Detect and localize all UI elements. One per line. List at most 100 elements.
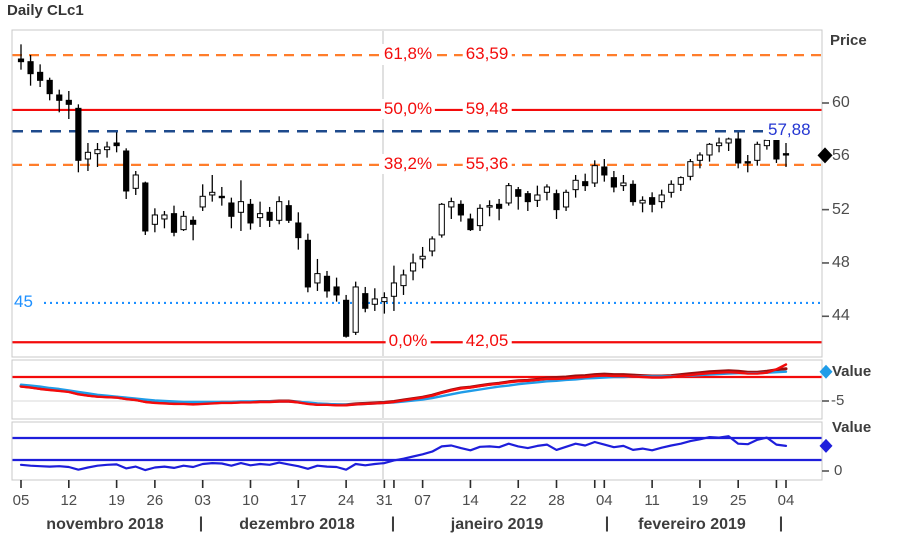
panel-border-2 bbox=[11, 421, 823, 481]
date-tick-label: 26 bbox=[146, 492, 164, 509]
date-tick-label: 22 bbox=[509, 492, 527, 509]
month-separator: | bbox=[390, 515, 396, 532]
candle-body bbox=[247, 203, 254, 224]
candle-body bbox=[352, 286, 359, 333]
date-tick-label: 07 bbox=[414, 492, 431, 509]
oscillator-red-curve bbox=[19, 363, 788, 407]
month-label: janeiro 2019 bbox=[450, 516, 544, 533]
support-price-label[interactable]: 45 bbox=[14, 292, 33, 311]
date-tick-label: 11 bbox=[644, 492, 660, 509]
fib-pct-label: 50,0% bbox=[380, 98, 436, 120]
candle-body bbox=[285, 205, 292, 221]
date-tick-label: 10 bbox=[242, 492, 259, 509]
candle-body bbox=[103, 146, 111, 151]
price-tick-label: 44 bbox=[832, 307, 850, 325]
panel-border-1 bbox=[11, 359, 823, 420]
candle-body bbox=[496, 203, 503, 209]
candle-body bbox=[46, 79, 53, 95]
indicator2-value-diamond bbox=[819, 438, 833, 453]
fib-pct-label: 0,0% bbox=[385, 331, 431, 352]
candle-body bbox=[295, 222, 302, 239]
indicator1-value-diamond bbox=[819, 364, 833, 379]
candle-body bbox=[687, 161, 694, 177]
candle-body bbox=[75, 107, 82, 161]
candle-body bbox=[448, 201, 455, 208]
candle-body bbox=[218, 195, 225, 199]
candle-body bbox=[524, 193, 531, 203]
candle-body bbox=[715, 142, 723, 147]
candle-body bbox=[151, 214, 158, 225]
candle-body bbox=[582, 181, 589, 187]
candle-body bbox=[323, 275, 331, 292]
candle-body bbox=[668, 183, 675, 193]
candle-body bbox=[553, 193, 560, 211]
candle-body bbox=[438, 203, 445, 236]
date-tick-label: 04 bbox=[777, 492, 795, 509]
price-tick-label: 56 bbox=[832, 147, 850, 165]
candle-body bbox=[706, 143, 713, 156]
candle-body bbox=[371, 298, 378, 305]
candle-body bbox=[381, 297, 388, 303]
candle-body bbox=[486, 205, 493, 208]
candle-body bbox=[620, 182, 627, 187]
price-tick-label: 48 bbox=[832, 253, 850, 271]
fib-price-label: 55,36 bbox=[462, 153, 512, 175]
candle-body bbox=[696, 154, 704, 161]
date-tick-label: 28 bbox=[548, 492, 565, 509]
candle-body bbox=[170, 213, 178, 233]
candle-body bbox=[467, 218, 474, 231]
fib-pct-label: 61,8% bbox=[380, 44, 436, 65]
candle-body bbox=[610, 177, 617, 188]
fib-price-label: 63,59 bbox=[462, 44, 512, 65]
date-tick-label: 17 bbox=[289, 492, 307, 509]
candle-body bbox=[256, 213, 264, 219]
candle-body bbox=[27, 61, 34, 75]
candle-body bbox=[314, 273, 321, 284]
candle-body bbox=[56, 94, 63, 101]
candle-body bbox=[419, 255, 426, 260]
price-tick-label: 60 bbox=[832, 94, 850, 111]
candle-body bbox=[161, 214, 168, 220]
candle-body bbox=[735, 138, 742, 164]
candle-body bbox=[190, 219, 197, 225]
date-tick-label: 14 bbox=[462, 492, 479, 509]
candle-body bbox=[304, 239, 311, 288]
candle-body bbox=[591, 165, 598, 184]
date-tick-label: 25 bbox=[729, 492, 747, 509]
candle-body bbox=[266, 211, 273, 221]
resistance-price-label[interactable]: 57,88 bbox=[766, 120, 813, 141]
candle-body bbox=[744, 161, 751, 164]
candle-body bbox=[362, 293, 369, 309]
candle-body bbox=[763, 139, 770, 147]
candle-body bbox=[228, 202, 235, 217]
price-tick-label: 52 bbox=[832, 200, 850, 218]
panel-border-0 bbox=[11, 29, 823, 358]
candle-body bbox=[132, 174, 139, 189]
candle-body bbox=[629, 183, 637, 203]
candle-body bbox=[37, 71, 44, 81]
candle-body bbox=[94, 149, 101, 155]
date-tick-label: 12 bbox=[60, 492, 78, 509]
candle-body bbox=[390, 282, 398, 297]
month-separator: | bbox=[778, 515, 784, 532]
candle-body bbox=[543, 186, 551, 193]
candle-body bbox=[457, 203, 464, 216]
candle-body bbox=[409, 262, 417, 272]
candle-body bbox=[209, 191, 216, 196]
date-tick-label: 04 bbox=[595, 492, 613, 509]
candle-body bbox=[782, 153, 790, 156]
candle-body bbox=[65, 99, 72, 105]
candle-body bbox=[754, 143, 761, 161]
fib-price-label: 42,05 bbox=[462, 331, 512, 352]
indicator1-axis-title: Value bbox=[832, 363, 872, 380]
candle-body bbox=[649, 197, 656, 205]
candle-body bbox=[113, 142, 120, 147]
candle-body bbox=[429, 238, 436, 252]
candle-body bbox=[505, 185, 512, 204]
candle-body bbox=[142, 182, 149, 232]
indicator1-tick-label: -5 bbox=[831, 392, 845, 409]
indicator2-axis-title: Value bbox=[832, 419, 872, 436]
candle-body bbox=[17, 58, 25, 63]
